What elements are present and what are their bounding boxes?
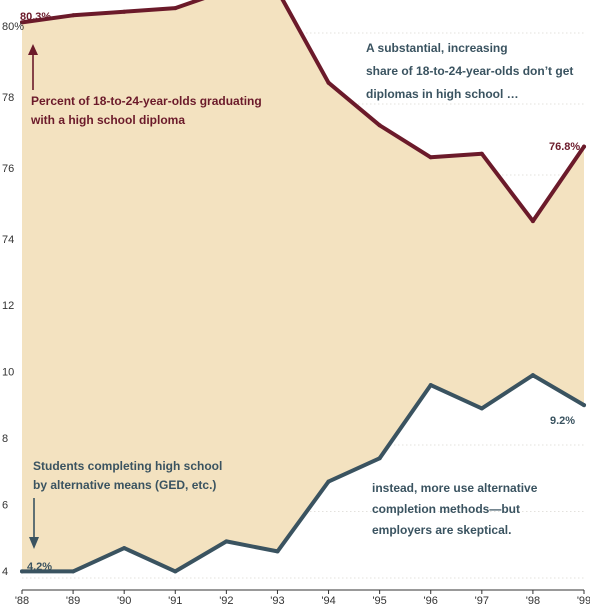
x-tick-label: '97 (475, 595, 489, 606)
alternative-point (173, 569, 178, 574)
alternative-line (20, 373, 586, 574)
top-right-annotation-line-3: diplomas in high school … (366, 87, 519, 101)
y-tick-label: 6 (2, 500, 8, 512)
alternative-point (582, 403, 586, 408)
alternative-point (326, 479, 331, 484)
bottom-right-annotation-line-2: completion methods—but (372, 502, 520, 516)
x-tick-label: '90 (117, 595, 131, 606)
diploma-point (326, 80, 331, 85)
diploma-annotation-line-1: Percent of 18-to-24-year-olds graduating (31, 94, 262, 108)
top-right-annotation-line-1: A substantial, increasing (366, 41, 508, 55)
alternative-point (224, 539, 229, 544)
x-tick-label: '98 (526, 595, 540, 606)
x-tick-label: '88 (15, 595, 29, 606)
alternative-point (122, 546, 127, 551)
top-right-annotation-line-2: share of 18-to-24-year-olds don’t get (366, 64, 573, 78)
y-tick-label: 76 (2, 163, 14, 175)
y-tick-label: 74 (2, 234, 14, 246)
y-axis: 4 6 8 10 12 74 76 78 80% (2, 21, 24, 578)
y-tick-label: 12 (2, 300, 14, 312)
label-diploma-start: 80.3% (20, 11, 51, 23)
y-tick-label: 4 (2, 566, 8, 578)
diploma-line (20, 0, 586, 224)
diploma-point (479, 151, 484, 156)
x-axis: '88 '89 '90 '91 '92 '93 '94 '95 '96 '97 '98 '99 (15, 589, 590, 606)
y-tick-label: 8 (2, 433, 8, 445)
x-tick-label: '89 (66, 595, 80, 606)
alternative-point (377, 456, 382, 461)
alternative-point (428, 383, 433, 388)
alternative-point (479, 406, 484, 411)
alt-annotation-line-1: Students completing high school (33, 459, 222, 473)
label-diploma-end: 76.8% (549, 141, 580, 153)
bottom-right-annotation-line-3: employers are skeptical. (372, 523, 511, 537)
y-tick-label: 78 (2, 92, 14, 104)
gap-fill-area (22, 0, 584, 572)
x-tick-label: '91 (168, 595, 182, 606)
diploma-point (377, 123, 382, 128)
alternative-point (530, 373, 535, 378)
diploma-point (582, 144, 586, 149)
x-tick-label: '96 (424, 595, 438, 606)
diploma-annotation-line-2: with a high school diploma (30, 113, 185, 127)
alternative-point (275, 549, 280, 554)
x-tick-label: '99 (577, 595, 590, 606)
bottom-right-annotation-line-1: instead, more use alternative (372, 481, 538, 495)
diploma-point (122, 9, 127, 14)
diploma-point (428, 155, 433, 160)
x-tick-label: '93 (270, 595, 284, 606)
diploma-point (71, 13, 76, 18)
label-alt-end: 9.2% (550, 415, 575, 427)
alt-annotation-line-2: by alternative means (GED, etc.) (33, 478, 216, 492)
x-tick-label: '94 (321, 595, 335, 606)
diploma-arrow (28, 44, 38, 90)
x-tick-label: '92 (219, 595, 233, 606)
label-alt-start: 4.2% (27, 561, 52, 573)
diploma-point (173, 6, 178, 11)
x-tick-label: '95 (372, 595, 386, 606)
diploma-point (530, 219, 535, 224)
alternative-arrow (29, 498, 39, 549)
y-tick-label: 80% (2, 21, 24, 33)
diploma-point (20, 20, 24, 25)
alternative-point (71, 569, 76, 574)
y-tick-label: 10 (2, 367, 14, 379)
alternative-point (20, 569, 24, 574)
